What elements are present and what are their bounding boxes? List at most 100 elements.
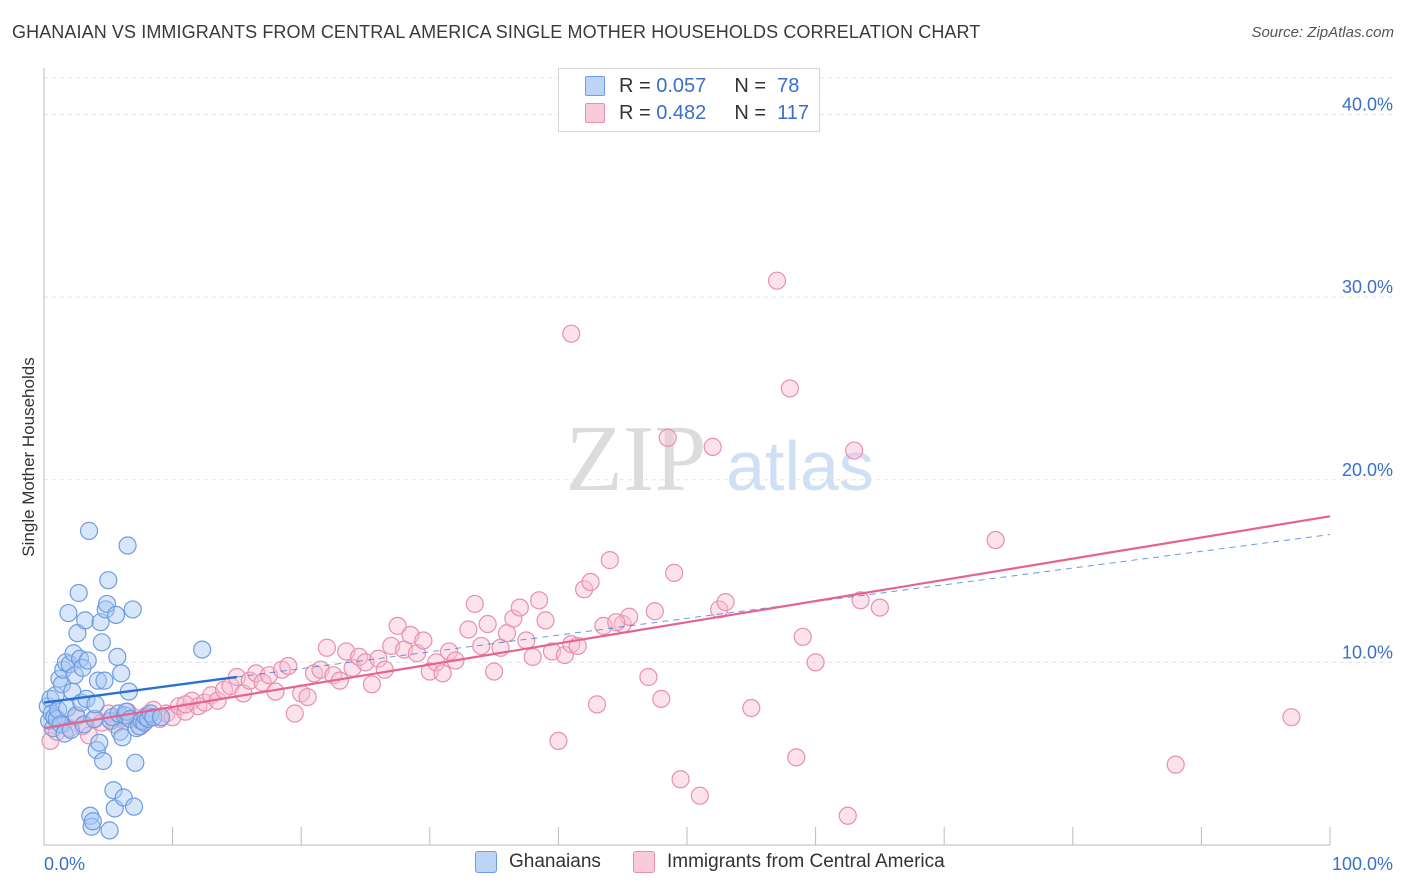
immigrants-point [767,271,787,290]
watermark-zip: ZIP [566,407,707,511]
watermark-atlas: atlas [726,427,874,505]
immigrants-point [562,324,581,343]
ghanaians-point [95,671,114,690]
legend-row-immigrants: R = 0.482 N = 117 [585,101,809,125]
immigrants-point [658,428,677,447]
immigrants-point [510,598,529,617]
ghanaians-trend-line [43,675,238,704]
legend-n-label: N = [734,74,766,97]
source-label: Source: ZipAtlas.com [1251,24,1394,41]
immigrants-point [285,704,304,723]
ghanaians-point [59,603,78,623]
grid-lines [44,77,1392,663]
immigrants-point [375,660,394,679]
ghanaians-point [114,788,133,807]
correlation-legend: R = 0.057 N = 78 R = 0.482 N = 117 [558,68,820,132]
immigrants-point [414,631,433,650]
ghanaians-point [78,651,97,670]
immigrants-points [41,271,1301,825]
ghanaians-point [99,571,118,590]
immigrants-point [806,653,825,672]
immigrants-point [716,593,735,612]
ghanaians-point [104,781,123,800]
immigrants-point [607,613,626,632]
ghanaians-point [113,728,132,747]
immigrants-point [465,594,484,614]
series-legend: Ghanaians Immigrants from Central Americ… [0,851,1406,879]
legend-r-value: 0.057 [656,74,707,97]
legend-item-immigrants[interactable]: Immigrants from Central America [633,851,945,873]
immigrants-point [742,698,761,718]
ghanaians-point [88,671,108,690]
legend-swatch-blue [585,76,605,96]
ghanaians-point [106,605,126,625]
ghanaians-point [94,751,113,771]
immigrants-point [523,647,542,667]
immigrants-trend-line [43,515,1331,730]
immigrants-point [433,664,452,683]
ghanaians-point [118,536,137,555]
immigrants-point [1166,755,1185,774]
immigrants-point [298,687,317,707]
immigrants-point [645,602,664,621]
immigrants-point [665,563,684,582]
immigrants-point [536,611,555,630]
immigrants-point [459,620,478,639]
legend-row-ghanaians: R = 0.057 N = 78 [585,74,799,98]
legend-swatch-pink [585,103,605,123]
ghanaians-points [38,521,212,840]
immigrants-point [639,667,658,687]
ghanaians-point [87,740,106,760]
immigrants-point [478,614,497,634]
ghanaians-point [100,821,119,840]
trend-lines [43,515,1331,730]
immigrants-point [870,598,890,617]
immigrants-point [79,726,99,745]
ghanaians-point [90,733,109,752]
ghanaians-point [52,675,72,694]
ghanaians-point [76,611,95,630]
ghanaians-point [112,664,131,683]
legend-item-ghanaians[interactable]: Ghanaians [475,851,601,873]
immigrants-point [838,806,857,825]
y-tick-label: 30.0% [1342,277,1393,297]
y-tick-label: 40.0% [1342,95,1393,115]
legend-r-value: 0.482 [656,101,707,124]
legend-n-value: 78 [777,74,800,97]
x-tick-label: 100.0% [1332,854,1393,874]
immigrants-point [362,675,382,694]
chart-title: GHANAIAN VS IMMIGRANTS FROM CENTRAL AMER… [12,22,981,42]
immigrants-point [652,689,671,709]
immigrants-point [439,642,459,661]
immigrants-point [530,591,549,610]
immigrants-point [485,662,504,681]
immigrants-point [555,645,574,665]
tick-labels: 10.0% 20.0% 30.0% 40.0% 0.0% 100.0% [44,95,1393,874]
watermark: ZIP atlas [566,407,874,511]
ghanaians-point [124,797,144,816]
immigrants-point [279,656,298,676]
legend-r-label: R = [619,101,651,124]
ghanaians-point [126,753,145,772]
immigrants-point [517,631,536,650]
immigrants-point [845,441,864,460]
legend-swatch-blue [475,851,497,873]
ghanaians-point [65,666,84,685]
legend-label-ghanaians: Ghanaians [509,851,601,872]
immigrants-point [787,748,806,767]
immigrants-point [581,572,600,592]
immigrants-point [600,551,619,570]
immigrants-point [504,609,523,628]
immigrants-point [1282,708,1301,727]
immigrants-point [549,731,568,751]
immigrants-point [472,636,491,656]
immigrants-point [369,649,388,668]
immigrants-point [851,591,870,610]
immigrants-point [671,770,690,789]
x-tick-label: 0.0% [44,854,85,874]
immigrants-point [986,530,1005,550]
ghanaians-point [108,647,127,667]
immigrants-point [703,437,722,456]
immigrants-point [780,379,799,398]
